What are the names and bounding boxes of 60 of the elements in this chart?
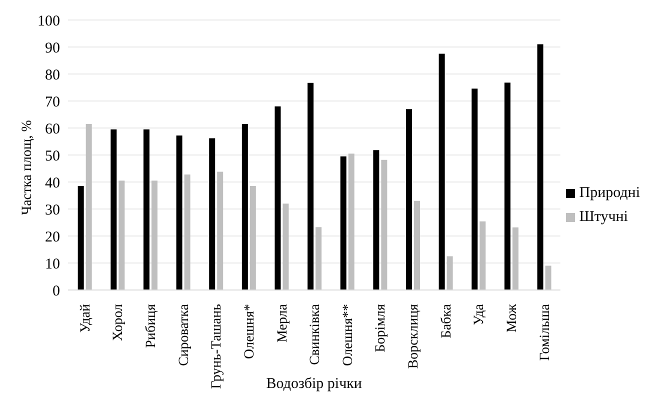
y-tick-label: 80 <box>45 67 60 84</box>
x-tick-label: Хорол <box>111 304 126 342</box>
bar <box>308 82 314 290</box>
x-tick-label: Грунь-Ташань <box>210 304 225 389</box>
bar <box>217 172 224 290</box>
y-tick-label: 60 <box>45 121 60 138</box>
x-tick-label: Борімля <box>374 303 389 352</box>
bar <box>348 154 354 290</box>
x-axis-title: Водозбір річки <box>266 376 362 392</box>
bar <box>480 221 486 290</box>
bar <box>250 186 256 290</box>
bar <box>381 160 388 290</box>
x-tick-label: Уда <box>472 303 488 326</box>
bar <box>537 44 544 290</box>
bar <box>373 150 380 290</box>
y-tick-label: 70 <box>45 94 60 110</box>
bar <box>274 106 281 290</box>
y-tick-label: 40 <box>45 175 60 192</box>
bar <box>414 200 420 290</box>
x-tick-label: Мерла <box>275 303 290 342</box>
bar <box>118 180 125 290</box>
x-tick-label: Гомільша <box>538 303 553 361</box>
bar <box>340 156 346 290</box>
bar <box>504 82 510 290</box>
y-tick-label: 30 <box>45 202 60 218</box>
bar <box>143 129 150 290</box>
y-axis-title: Частка площ, % <box>20 120 35 215</box>
bar <box>86 124 92 290</box>
bar <box>512 227 518 290</box>
x-tick-label: Ворсклиця <box>406 303 422 369</box>
bar <box>446 256 453 290</box>
x-tick-label: Удай <box>78 303 94 333</box>
bar <box>545 266 552 290</box>
bar <box>438 54 445 290</box>
y-tick-label: 90 <box>45 40 60 56</box>
y-tick-label: 100 <box>38 13 60 30</box>
x-tick-label: Мож <box>505 304 520 332</box>
x-tick-label: Олешня* <box>242 304 258 360</box>
x-tick-label: Сироватка <box>176 303 192 366</box>
bar <box>282 204 289 290</box>
bar <box>151 180 158 290</box>
x-tick-label: Свинківка <box>308 303 324 366</box>
bar <box>176 136 182 290</box>
y-tick-label: 50 <box>45 148 60 164</box>
x-tick-label: Олешня** <box>340 304 356 366</box>
bar <box>316 227 322 290</box>
y-tick-label: 0 <box>52 283 60 300</box>
x-tick-label: Бабка <box>439 303 454 338</box>
legend-label: Природні <box>579 185 640 201</box>
legend-label: Штучні <box>579 209 628 225</box>
x-tick-label: Рибиця <box>144 303 160 348</box>
bar <box>242 124 248 290</box>
bar <box>184 174 190 290</box>
bar <box>78 186 84 290</box>
bar <box>209 138 216 290</box>
y-tick-label: 10 <box>45 256 60 272</box>
bar <box>406 109 412 290</box>
bar <box>110 129 117 290</box>
y-tick-label: 20 <box>45 229 60 246</box>
bar <box>472 88 478 290</box>
